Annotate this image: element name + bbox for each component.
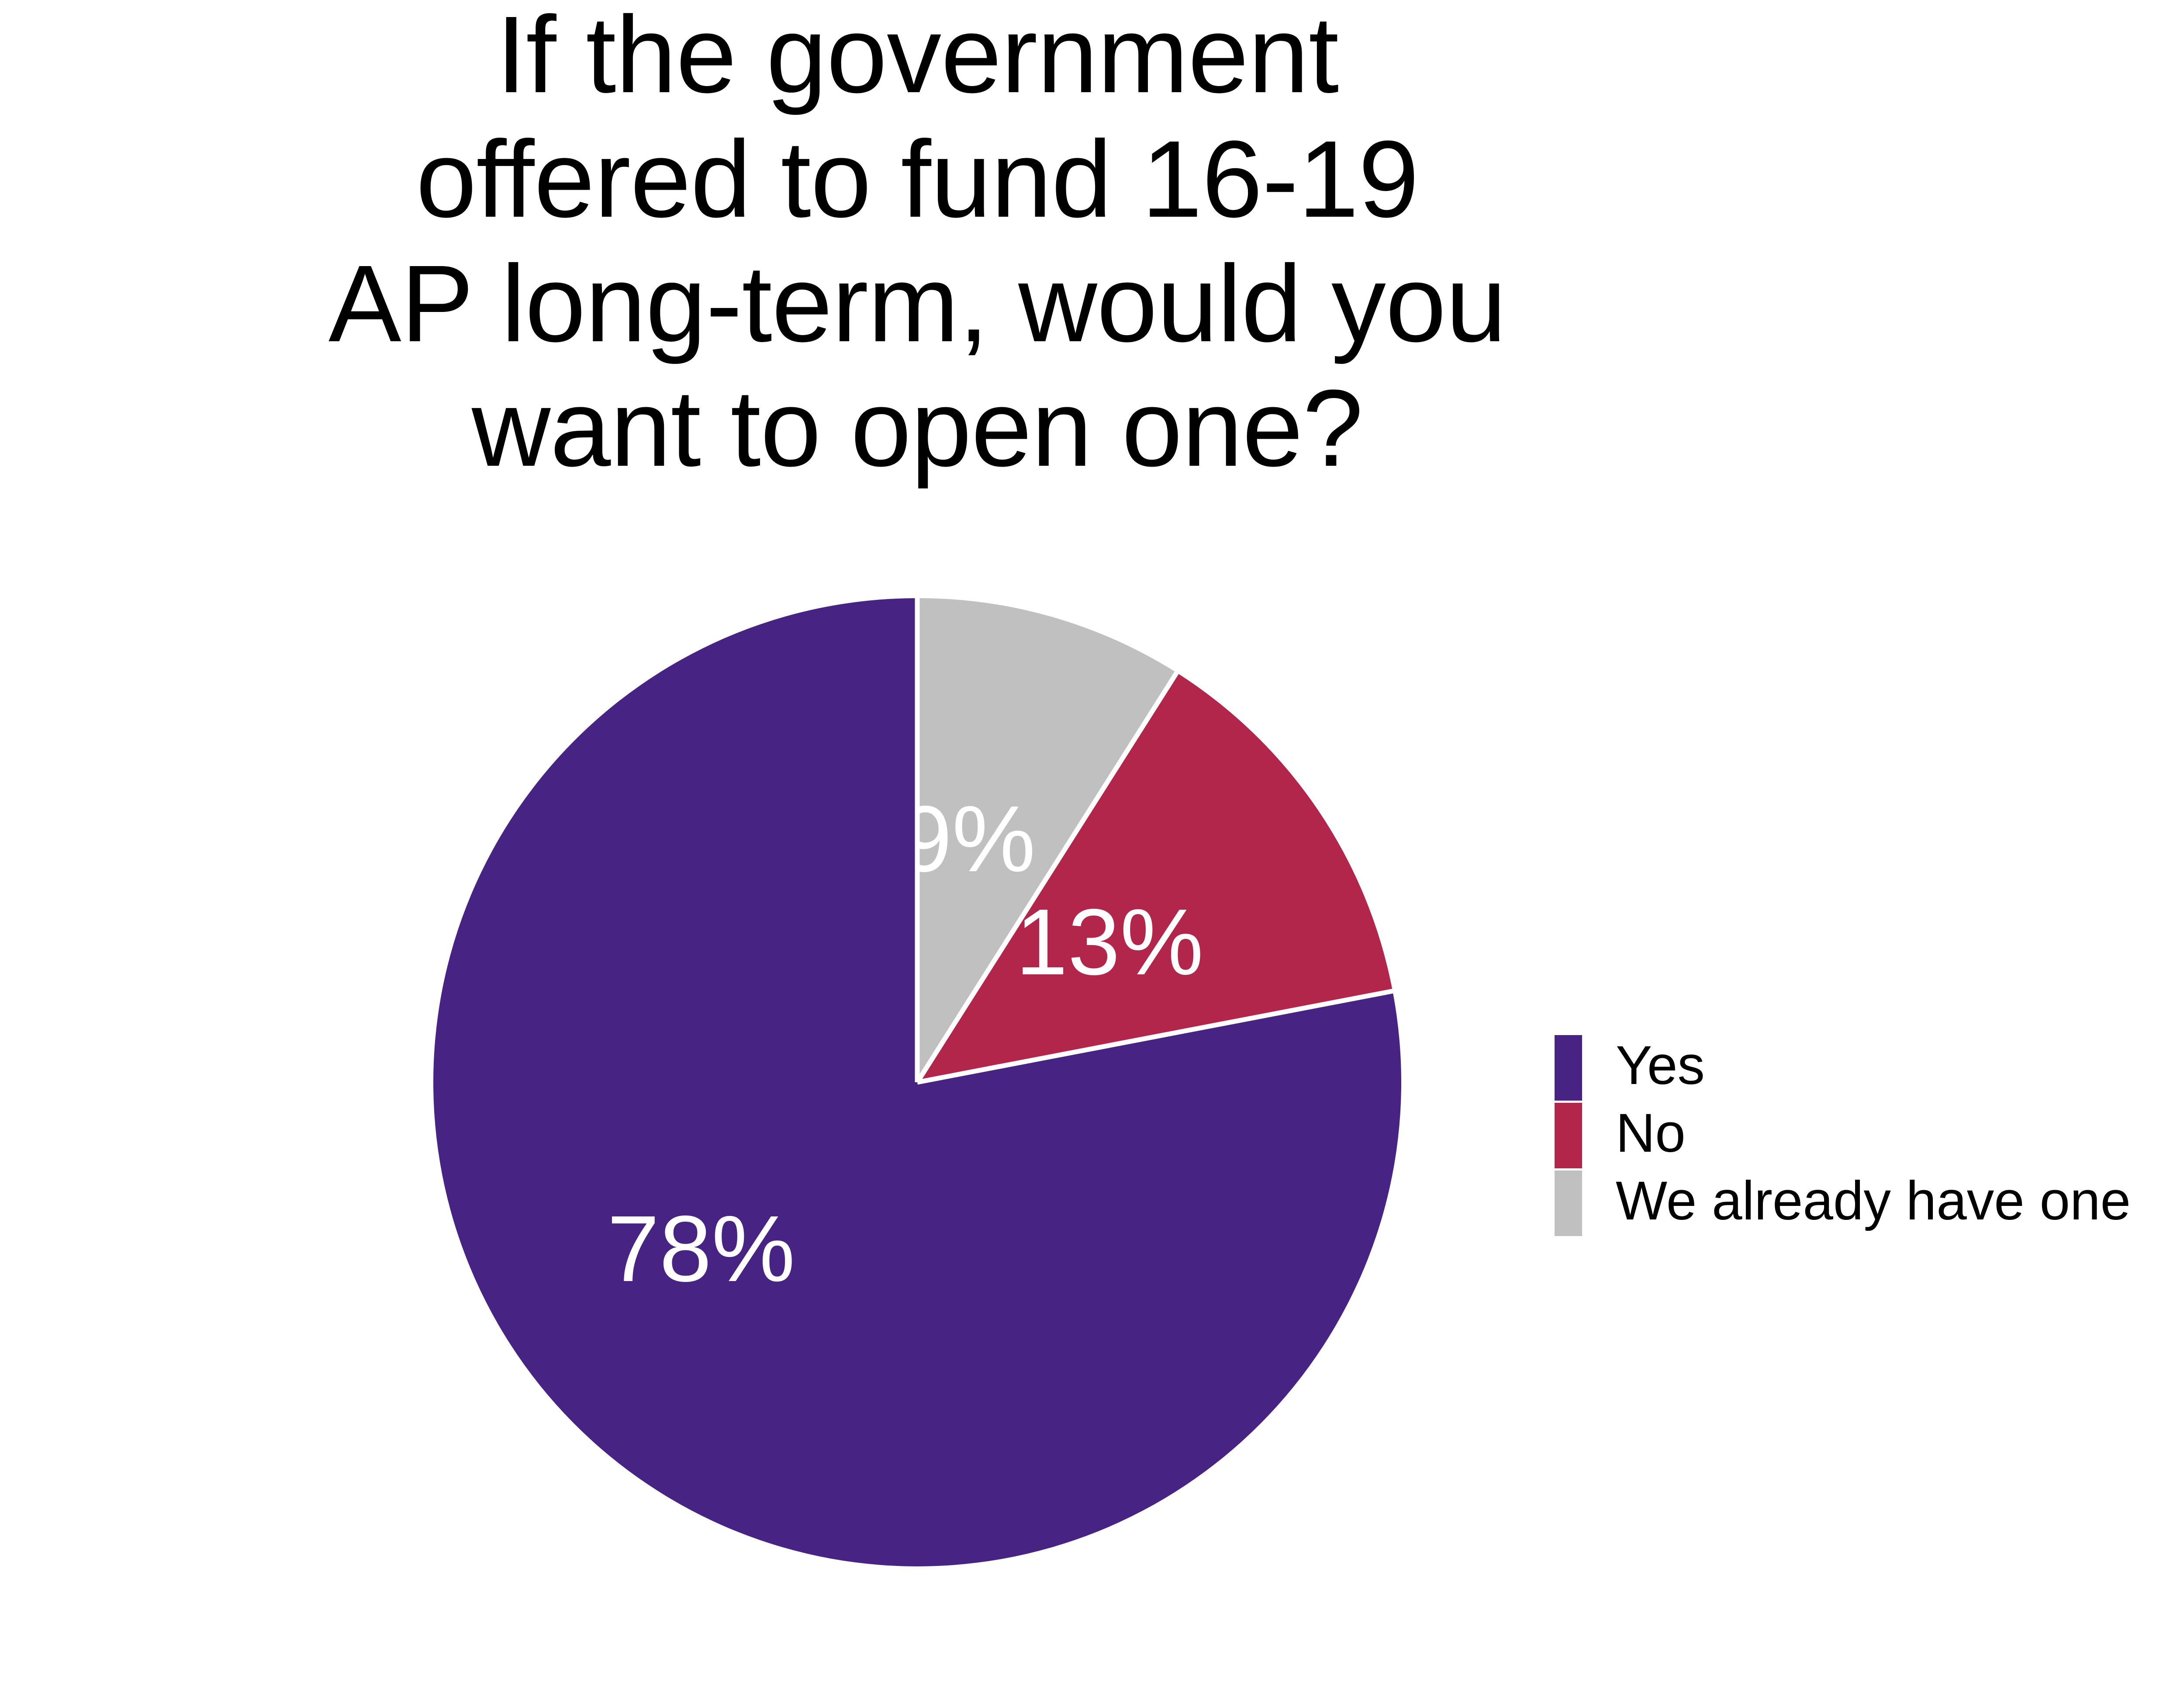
legend-label-no: No: [1616, 1103, 1686, 1164]
slice-value-label-yes: 78%: [607, 1196, 795, 1301]
slice-value-label-we-already-have-one: 9%: [916, 786, 1036, 891]
pie-graphic: [433, 598, 1401, 1566]
pie-slice-no[interactable]: [917, 672, 1393, 1082]
legend-label-yes: Yes: [1616, 1035, 1705, 1096]
chart-title: If the government offered to fund 16-19 …: [328, 0, 1507, 489]
legend-item-yes[interactable]: Yes: [1555, 1034, 2184, 1101]
legend-item-we-already-have-one[interactable]: We already have one: [1555, 1169, 2184, 1237]
pie-svg: [433, 598, 1401, 1566]
pie-slice-we-already-have-one[interactable]: [917, 598, 1177, 1082]
legend-item-no[interactable]: No: [1555, 1101, 2184, 1169]
legend-swatch-yes: [1555, 1035, 1582, 1101]
slice-value-label-have-clip: 9%: [916, 782, 1161, 909]
legend: Yes No We already have one: [1555, 1034, 2184, 1237]
legend-swatch-no: [1555, 1103, 1582, 1168]
legend-label-we-already-have-one: We already have one: [1616, 1171, 2131, 1231]
slice-value-label-no: 13%: [1016, 889, 1204, 994]
legend-swatch-we-already-have-one: [1555, 1171, 1582, 1236]
slice-separator-lines: [915, 598, 1393, 1085]
